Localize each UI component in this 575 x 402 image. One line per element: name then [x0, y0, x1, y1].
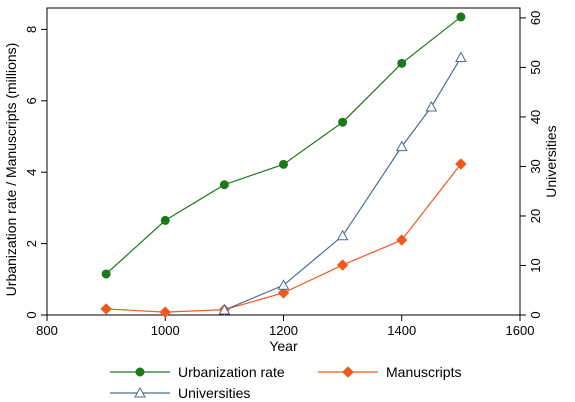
y-left-tick-label: 2 [24, 240, 39, 247]
y-left-tick-label: 8 [24, 26, 39, 33]
data-point-urbanization-rate [219, 180, 229, 190]
series-line-urbanization-rate [105, 16, 462, 275]
legend-marker-manuscripts [342, 366, 354, 378]
legend-item-manuscripts: Manuscripts [318, 364, 461, 380]
data-point-universities [455, 51, 467, 63]
data-point-universities [336, 229, 349, 241]
data-point-urbanization-rate [279, 159, 288, 169]
legend: Urbanization rate Manuscripts Universities [110, 364, 461, 401]
data-point-manuscripts [159, 306, 171, 318]
data-point-universities [218, 304, 231, 315]
legend-label-universities: Universities [178, 385, 250, 401]
y-right-tick-label: 20 [528, 209, 543, 223]
series-layer [100, 12, 467, 318]
x-tick-label: 800 [36, 323, 58, 338]
y-left-tick-label: 0 [24, 311, 39, 318]
series-line-universities [224, 57, 462, 311]
y-right-tick-label: 0 [528, 311, 543, 318]
data-point-universities [395, 140, 408, 152]
data-point-manuscripts [100, 303, 112, 315]
y-right-tick-label: 60 [528, 11, 543, 25]
legend-item-urbanization-rate: Urbanization rate [110, 364, 285, 380]
data-point-manuscripts [396, 234, 408, 246]
legend-marker-universities [134, 386, 146, 398]
x-tick-label: 1000 [151, 323, 180, 338]
y-left-tick-label: 4 [24, 169, 39, 176]
y-left-axis-title: Urbanization rate / Manuscripts (million… [3, 43, 19, 297]
data-point-manuscripts [336, 259, 349, 271]
legend-item-universities: Universities [110, 385, 250, 401]
series-urbanization-rate [101, 12, 466, 279]
data-point-urbanization-rate [101, 269, 111, 279]
axes: 800 1000 1200 1400 1600 0 2 4 6 8 0 10 20 30 40 50 60 Yea… [3, 7, 559, 354]
data-point-urbanization-rate [456, 12, 466, 22]
series-manuscripts [100, 158, 467, 318]
data-point-manuscripts [277, 287, 290, 299]
data-point-urbanization-rate [397, 58, 407, 68]
y-right-axis-title: Universities [543, 125, 559, 197]
y-right-tick-label: 10 [528, 258, 543, 272]
x-tick-label: 1600 [506, 323, 535, 338]
data-point-universities [425, 101, 438, 112]
legend-label-manuscripts: Manuscripts [386, 364, 461, 380]
data-point-universities [277, 279, 290, 290]
data-point-urbanization-rate [338, 117, 348, 127]
y-left-tick-label: 6 [24, 97, 39, 104]
series-universities [218, 51, 467, 315]
legend-label-urbanization-rate: Urbanization rate [178, 364, 285, 380]
y-right-tick-label: 30 [528, 159, 543, 173]
y-right-tick-label: 40 [528, 110, 543, 124]
y-right-tick-label: 50 [528, 60, 543, 74]
x-axis-title: Year [269, 338, 298, 354]
x-tick-label: 1200 [269, 323, 298, 338]
x-tick-label: 1400 [387, 323, 416, 338]
data-point-manuscripts [455, 158, 467, 170]
legend-marker-urbanization-rate [135, 367, 145, 377]
data-point-urbanization-rate [160, 215, 170, 225]
